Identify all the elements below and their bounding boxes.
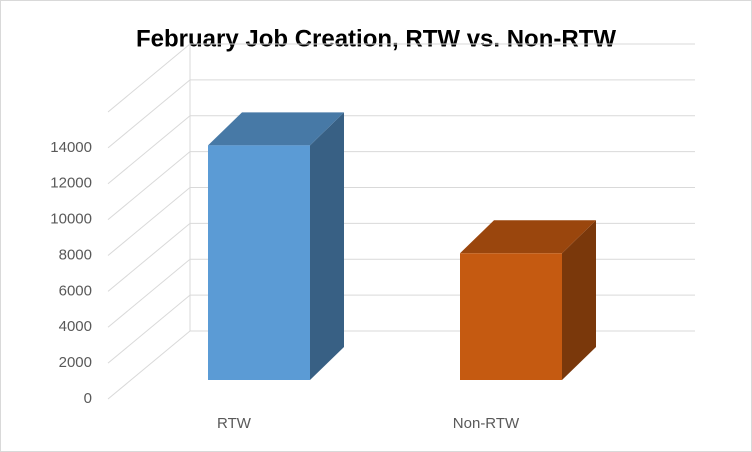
bar	[460, 253, 562, 380]
y-tick-label: 4000	[59, 318, 92, 335]
chart-title: February Job Creation, RTW vs. Non-RTW	[136, 25, 616, 52]
grid-line	[107, 115, 191, 185]
y-tick-label: 12000	[50, 175, 92, 192]
y-tick-label: 14000	[50, 139, 92, 156]
grid-line	[107, 330, 191, 400]
grid-line	[107, 222, 191, 292]
y-tick-label: 10000	[50, 211, 92, 228]
wall-edge	[107, 43, 191, 113]
bar-side	[562, 220, 596, 380]
grid-line	[107, 294, 191, 364]
bar-top	[208, 112, 344, 146]
y-tick-label: 2000	[59, 354, 92, 371]
bar-side	[310, 112, 344, 380]
y-tick-label: 8000	[59, 246, 92, 263]
x-tick-label: RTW	[217, 415, 252, 432]
grid-line	[107, 151, 191, 221]
grid-line	[107, 258, 191, 328]
bar	[208, 145, 310, 380]
grid-line	[107, 79, 191, 149]
y-tick-label: 0	[84, 390, 92, 407]
grid-line	[107, 187, 191, 256]
y-tick-label: 6000	[59, 282, 92, 299]
x-tick-label: Non-RTW	[453, 415, 520, 432]
bar-top	[460, 220, 596, 254]
